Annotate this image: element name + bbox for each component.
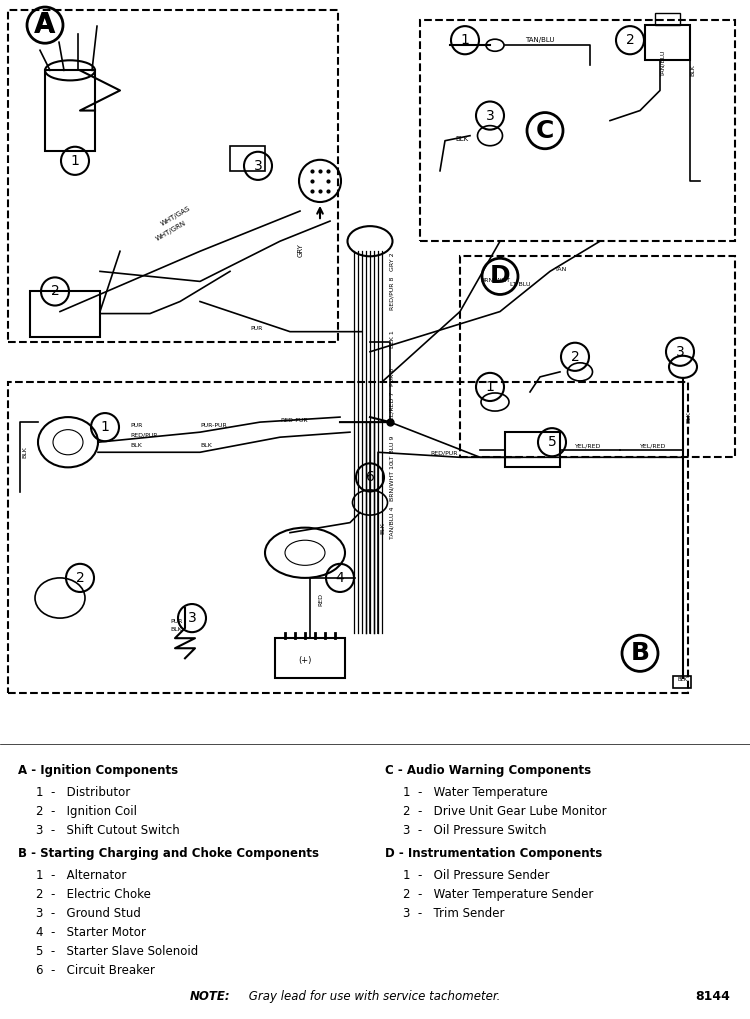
Bar bbox=[8, 382, 688, 694]
Text: BLK 1: BLK 1 bbox=[389, 330, 394, 347]
Text: 2  -   Drive Unit Gear Lube Monitor: 2 - Drive Unit Gear Lube Monitor bbox=[403, 805, 607, 818]
Bar bbox=[275, 638, 345, 679]
Text: 2  -   Electric Choke: 2 - Electric Choke bbox=[36, 888, 151, 901]
Text: A: A bbox=[34, 11, 56, 39]
Text: 3  -   Ground Stud: 3 - Ground Stud bbox=[36, 907, 141, 920]
Text: PUR-PUR: PUR-PUR bbox=[200, 423, 226, 428]
Text: RED/PUR: RED/PUR bbox=[430, 450, 457, 455]
Text: 3: 3 bbox=[676, 344, 684, 359]
Text: 1: 1 bbox=[460, 34, 470, 47]
Text: 6  -   Circuit Breaker: 6 - Circuit Breaker bbox=[36, 964, 154, 977]
Text: BLK: BLK bbox=[130, 443, 142, 448]
Text: (+): (+) bbox=[298, 656, 312, 665]
Text: YEL/RED 7: YEL/RED 7 bbox=[389, 391, 394, 424]
Text: 1: 1 bbox=[100, 420, 109, 434]
Text: RED/PUR: RED/PUR bbox=[130, 432, 158, 437]
Text: D: D bbox=[490, 264, 510, 288]
Text: 1  -   Alternator: 1 - Alternator bbox=[36, 869, 126, 881]
Text: B - Starting Charging and Choke Components: B - Starting Charging and Choke Componen… bbox=[18, 847, 319, 860]
Text: RED/PUR 8: RED/PUR 8 bbox=[389, 276, 394, 310]
Text: 1  -   Water Temperature: 1 - Water Temperature bbox=[403, 786, 548, 799]
Bar bbox=[645, 25, 690, 60]
Text: 3  -   Oil Pressure Switch: 3 - Oil Pressure Switch bbox=[403, 823, 547, 837]
Text: 2  -   Ignition Coil: 2 - Ignition Coil bbox=[36, 805, 137, 818]
Text: TAN/BLU: TAN/BLU bbox=[525, 38, 554, 43]
Text: 2  -   Water Temperature Sender: 2 - Water Temperature Sender bbox=[403, 888, 593, 901]
Text: 3  -   Shift Cutout Switch: 3 - Shift Cutout Switch bbox=[36, 823, 180, 837]
Text: LT BLU: LT BLU bbox=[510, 282, 530, 287]
Text: YEL/RED: YEL/RED bbox=[640, 443, 666, 448]
Text: 3  -   Trim Sender: 3 - Trim Sender bbox=[403, 907, 505, 920]
Text: TAN: TAN bbox=[555, 267, 567, 272]
Text: WHT/GAS: WHT/GAS bbox=[160, 205, 192, 227]
Text: TAN/BLU 4: TAN/BLU 4 bbox=[389, 506, 394, 539]
Text: RED: RED bbox=[318, 593, 323, 606]
Text: 2: 2 bbox=[571, 350, 579, 364]
Text: BRN/WHT: BRN/WHT bbox=[480, 277, 510, 282]
Text: PUR: PUR bbox=[250, 326, 262, 330]
Bar bbox=[655, 13, 680, 25]
Bar bbox=[460, 257, 735, 458]
Bar bbox=[45, 70, 95, 151]
Bar bbox=[8, 10, 338, 341]
Text: 1: 1 bbox=[485, 380, 494, 394]
Text: BLK: BLK bbox=[690, 64, 695, 76]
Text: Gray lead for use with service tachometer.: Gray lead for use with service tachomete… bbox=[245, 990, 500, 1003]
Text: GRY: GRY bbox=[298, 244, 304, 257]
Text: 1  -   Oil Pressure Sender: 1 - Oil Pressure Sender bbox=[403, 869, 550, 881]
Text: C: C bbox=[536, 118, 554, 143]
Text: YEL/RED: YEL/RED bbox=[575, 443, 602, 448]
Bar bbox=[420, 20, 735, 242]
Text: NOTE:: NOTE: bbox=[190, 990, 231, 1003]
Bar bbox=[230, 146, 265, 171]
Text: PUR: PUR bbox=[130, 423, 142, 428]
Text: B: B bbox=[631, 641, 650, 665]
Text: 3: 3 bbox=[254, 159, 262, 173]
Text: 2: 2 bbox=[51, 284, 59, 299]
Ellipse shape bbox=[347, 226, 392, 257]
Text: PUR 6: PUR 6 bbox=[389, 368, 394, 386]
Bar bbox=[673, 677, 691, 689]
Text: BRN/WHT 10: BRN/WHT 10 bbox=[389, 461, 394, 500]
Text: LT BLU 9: LT BLU 9 bbox=[389, 436, 394, 463]
Text: GRY 2: GRY 2 bbox=[389, 253, 394, 271]
Text: 3: 3 bbox=[188, 611, 196, 625]
Text: BLK: BLK bbox=[170, 627, 182, 632]
Text: 5: 5 bbox=[548, 435, 556, 449]
Text: BLK: BLK bbox=[678, 678, 688, 683]
Text: 4  -   Starter Motor: 4 - Starter Motor bbox=[36, 926, 146, 938]
Text: 5  -   Starter Slave Solenoid: 5 - Starter Slave Solenoid bbox=[36, 945, 198, 958]
Bar bbox=[30, 291, 100, 336]
Text: A: A bbox=[35, 13, 55, 37]
Bar bbox=[505, 432, 560, 468]
Text: 2: 2 bbox=[76, 571, 84, 585]
Text: 6: 6 bbox=[365, 471, 374, 484]
Text: BLK: BLK bbox=[200, 443, 211, 448]
Text: RED-PUR: RED-PUR bbox=[280, 418, 308, 423]
Text: C - Audio Warning Components: C - Audio Warning Components bbox=[385, 763, 591, 776]
Text: 4: 4 bbox=[336, 571, 344, 585]
Text: 1: 1 bbox=[70, 154, 80, 168]
Text: 3: 3 bbox=[486, 109, 494, 122]
Text: BLK: BLK bbox=[455, 136, 468, 142]
Text: 1  -   Distributor: 1 - Distributor bbox=[36, 786, 130, 799]
Text: TAN/BLU: TAN/BLU bbox=[660, 50, 665, 76]
Text: PUR: PUR bbox=[170, 620, 182, 624]
Text: 8144: 8144 bbox=[695, 990, 730, 1003]
Text: 2: 2 bbox=[626, 34, 634, 47]
Text: BLK: BLK bbox=[380, 522, 385, 534]
Text: A - Ignition Components: A - Ignition Components bbox=[18, 763, 178, 776]
Text: D - Instrumentation Components: D - Instrumentation Components bbox=[385, 847, 602, 860]
Text: BLK: BLK bbox=[22, 446, 27, 459]
Text: BLK: BLK bbox=[686, 412, 691, 423]
Text: WHT/GRN: WHT/GRN bbox=[155, 220, 188, 243]
